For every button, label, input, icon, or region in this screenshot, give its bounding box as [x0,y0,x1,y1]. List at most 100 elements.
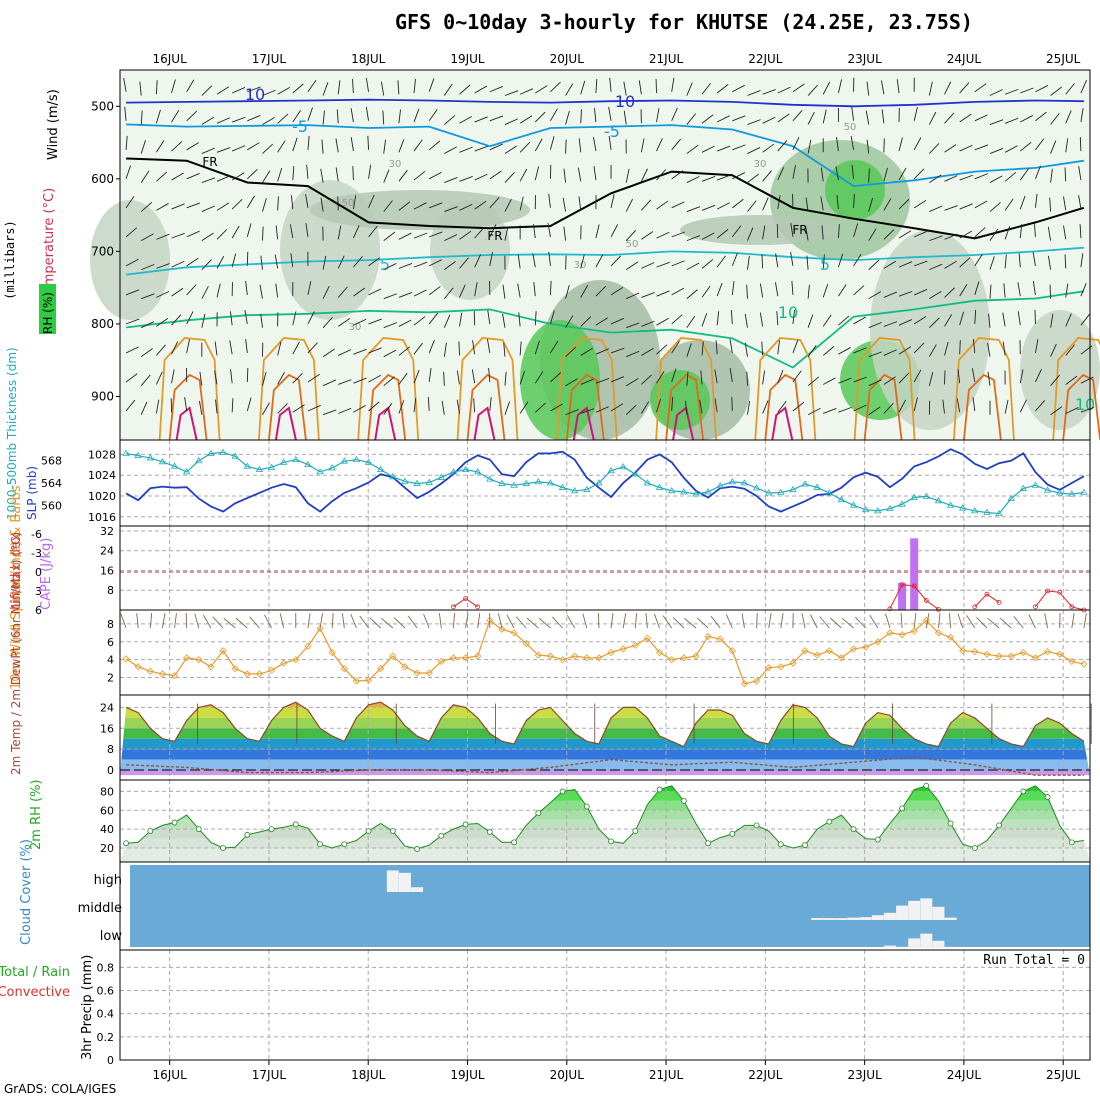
wind-barb [383,322,397,329]
wind-barb [320,197,324,212]
thickness-marker [146,454,155,461]
wind-barb-10m [780,613,784,629]
wind-barb [368,288,382,296]
wind-barb [1004,171,1017,182]
rh-marker [462,821,469,828]
wind-barb [292,341,300,355]
wind-barb-10m [810,614,818,629]
wind-barb [502,284,506,299]
wind-barb [489,115,504,122]
wind-barb [247,168,258,180]
wind-barb [747,255,750,270]
wind-barb [472,340,476,355]
wind-barb [851,164,855,179]
wind-barb [716,145,731,152]
wind-barb-10m [854,616,867,629]
cape-bar [910,538,919,610]
thickness-marker [195,456,203,464]
wind-barb [595,406,609,413]
wind-barb [459,176,473,182]
cloud-bar-middle [908,900,921,920]
date-label-bottom: 21JUL [649,1068,684,1082]
li-marker [1045,588,1050,594]
wind-barb [139,81,142,96]
wind-barb [578,196,582,211]
date-label-top: 19JUL [450,52,485,66]
wind-barb [746,371,748,386]
wind-barb [353,377,367,384]
rh-marker [899,805,905,812]
wind-barb-10m [465,613,469,629]
wind-barb [820,167,824,182]
wind-barb [532,253,536,268]
wind-barb [865,110,870,125]
slp-line [125,448,1085,513]
wind-speed-marker [486,616,494,624]
wind-barb [671,314,683,325]
thickness-marker [583,485,591,493]
wind-barb [1063,225,1067,240]
thickness-marker [243,462,252,469]
wind-barb [353,405,366,413]
wind-barb [382,110,385,125]
wind-barb [1079,224,1082,239]
wind-barb [1050,374,1060,387]
wind-barb [140,140,146,154]
wind-barb-10m [885,613,891,629]
wind-barb [565,315,574,328]
wind-barb [305,193,309,208]
wind-barb [838,377,852,384]
date-label-bottom: 25JUL [1046,1068,1081,1082]
wind-barb-10m [741,613,745,629]
wind-barb [337,286,348,298]
wind-barb [292,372,303,384]
wind-barb [944,341,949,356]
wind-barb [792,339,799,354]
wind-barb [700,370,703,385]
thickness-marker [631,470,640,477]
thickness-marker [1055,489,1064,496]
wind-speed-marker [849,645,858,653]
wind-barb [868,351,883,358]
wind-barb [744,313,748,328]
wind-barb [790,252,794,266]
temp-band [120,702,1090,708]
thickness-marker [1019,484,1028,491]
wind-barb [125,258,139,267]
cloud-bar-middle [859,917,872,920]
contour-label: FR [792,223,807,237]
rh-band [120,785,1090,792]
wind-barb [231,253,237,268]
wind-ytick-label: 4 [107,654,114,667]
wind-barb [744,342,748,357]
wind-speed-marker [995,652,1003,660]
cloud-bar-low [883,945,896,948]
wind-speed-marker [364,676,373,684]
wind-barb [656,200,669,210]
wind-barb [519,168,528,182]
thickness-marker [534,478,543,485]
wind-barb [474,145,488,152]
wind-barb-10m [684,618,697,629]
wind-speed-marker [558,656,567,664]
thickness-marker [510,481,518,488]
wind-barb [216,255,225,269]
wind-speed-marker [352,677,361,685]
thickness-marker [413,479,421,486]
wind-barb [974,253,983,267]
wind-barb [398,346,411,356]
wind-barb [322,409,337,416]
thickness-marker [182,468,191,475]
wind-barb [473,398,476,413]
thickness-marker [522,479,530,486]
cloud-bar-middle [883,912,896,920]
wind-speed-marker [498,625,506,633]
wind-barb [277,196,279,211]
wind-barb [656,290,670,297]
thickness-marker [486,475,494,482]
wind-barb [807,284,810,299]
wind-frame [119,609,1091,696]
wind-barb-10m [185,612,188,629]
thickness-marker [607,466,615,474]
